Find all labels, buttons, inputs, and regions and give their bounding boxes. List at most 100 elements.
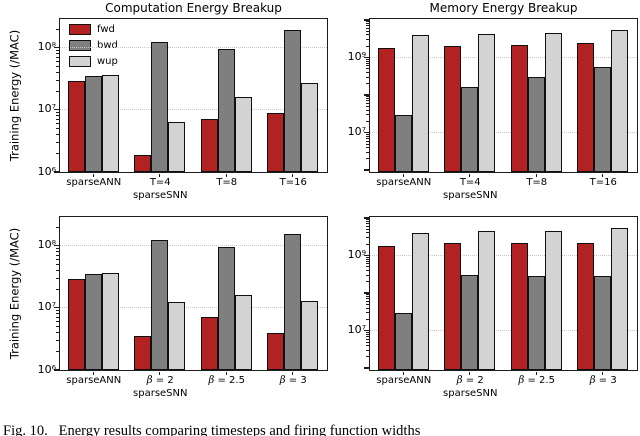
y-minor-tick: [56, 317, 59, 319]
y-tick-label: 10⁶: [37, 362, 56, 376]
gridline: [60, 108, 327, 110]
y-minor-tick: [366, 143, 369, 145]
x-tick: [602, 173, 604, 177]
y-minor-tick: [56, 28, 59, 30]
y-tick-label: 10⁶: [37, 164, 56, 178]
y-minor-tick: [366, 345, 369, 347]
y-minor-tick: [366, 21, 369, 23]
y-minor-tick: [366, 58, 369, 60]
y-minor-tick: [56, 321, 59, 323]
y-tick: [54, 369, 59, 371]
bar-fwd: [510, 242, 528, 370]
y-minor-tick: [56, 339, 59, 341]
y-minor-tick: [56, 79, 59, 81]
bar-wup: [234, 295, 252, 370]
y-minor-tick: [56, 90, 59, 92]
y-tick: [54, 109, 59, 111]
bar-wup: [544, 32, 562, 172]
y-minor-tick: [366, 300, 369, 302]
group-sublabel: sparseSNN: [443, 190, 498, 201]
y-minor-tick: [366, 72, 369, 74]
bar-wup: [611, 30, 629, 172]
bar-wup: [301, 300, 319, 370]
y-minor-tick: [366, 349, 369, 351]
bar-fwd: [444, 46, 462, 172]
y-minor-tick: [56, 123, 59, 125]
bar-fwd: [67, 81, 85, 172]
plot-area-computation-beta: [54, 216, 328, 375]
y-minor-tick: [56, 226, 59, 228]
legend-item-fwd: fwd: [69, 23, 118, 35]
y-minor-tick: [366, 298, 369, 300]
bar-bwd: [527, 275, 545, 370]
legend-label-fwd: fwd: [97, 23, 115, 35]
bar-bwd: [284, 30, 302, 172]
plot-area-memory-timesteps: [364, 18, 638, 177]
y-minor-tick: [366, 105, 369, 107]
chart-title-computation: Computation Energy Breakup: [105, 1, 282, 15]
bar-wup: [611, 227, 629, 370]
bar-wup: [168, 301, 186, 370]
x-tick: [292, 173, 294, 177]
bar-fwd: [444, 242, 462, 370]
y-tick: [364, 367, 369, 369]
bar-bwd: [84, 76, 102, 172]
y-minor-tick: [366, 266, 369, 268]
y-minor-tick: [56, 152, 59, 154]
x-tick: [469, 173, 471, 177]
x-tick: [225, 173, 227, 177]
legend-swatch-bwd: [69, 40, 91, 51]
x-tick: [159, 173, 161, 177]
y-tick: [54, 244, 59, 247]
bar-fwd: [377, 245, 395, 370]
gridline: [370, 254, 637, 256]
bar-bwd: [461, 87, 479, 172]
y-tick-label: 10⁷: [347, 323, 366, 337]
bar-fwd: [67, 279, 85, 370]
gridline: [370, 329, 637, 331]
y-minor-tick: [366, 263, 369, 265]
y-tick-label: 10⁹: [347, 248, 366, 262]
y-minor-tick: [366, 158, 369, 160]
bar-bwd: [394, 312, 412, 370]
x-tick: [602, 371, 604, 375]
y-minor-tick: [366, 270, 369, 272]
y-minor-tick: [56, 65, 59, 67]
x-tick: [402, 371, 404, 375]
y-minor-tick: [366, 98, 369, 100]
y-minor-tick: [56, 56, 59, 58]
y-minor-tick: [366, 68, 369, 70]
y-minor-tick: [56, 332, 59, 334]
y-minor-tick: [366, 258, 369, 260]
x-tick-label: β = 3: [279, 375, 307, 386]
y-minor-tick: [366, 243, 369, 245]
y-minor-tick: [366, 336, 369, 338]
gridline: [370, 56, 637, 58]
y-minor-tick: [56, 254, 59, 256]
y-minor-tick: [366, 30, 369, 32]
x-tick-label: sparseANN: [376, 177, 432, 188]
bar-bwd: [217, 48, 235, 172]
y-tick: [54, 307, 59, 309]
y-minor-tick: [56, 270, 59, 271]
x-tick: [225, 371, 227, 375]
y-minor-tick: [366, 225, 369, 227]
y-minor-tick: [366, 62, 369, 64]
bar-bwd: [594, 275, 612, 370]
x-tick-label: sparseANN: [66, 375, 122, 386]
y-minor-tick: [56, 115, 59, 117]
bar-wup: [234, 97, 252, 172]
x-tick: [292, 371, 294, 375]
y-minor-tick: [366, 140, 369, 142]
x-tick-label: T=4: [459, 177, 481, 188]
y-tick: [364, 329, 369, 332]
legend: fwd bwd wup: [69, 23, 118, 73]
x-tick: [535, 173, 537, 177]
bar-bwd: [461, 275, 479, 370]
y-minor-tick: [56, 248, 59, 250]
y-tick: [364, 169, 369, 171]
y-minor-tick: [366, 312, 369, 314]
y-minor-tick: [366, 151, 369, 153]
bar-bwd: [594, 67, 612, 172]
bar-bwd: [527, 77, 545, 172]
